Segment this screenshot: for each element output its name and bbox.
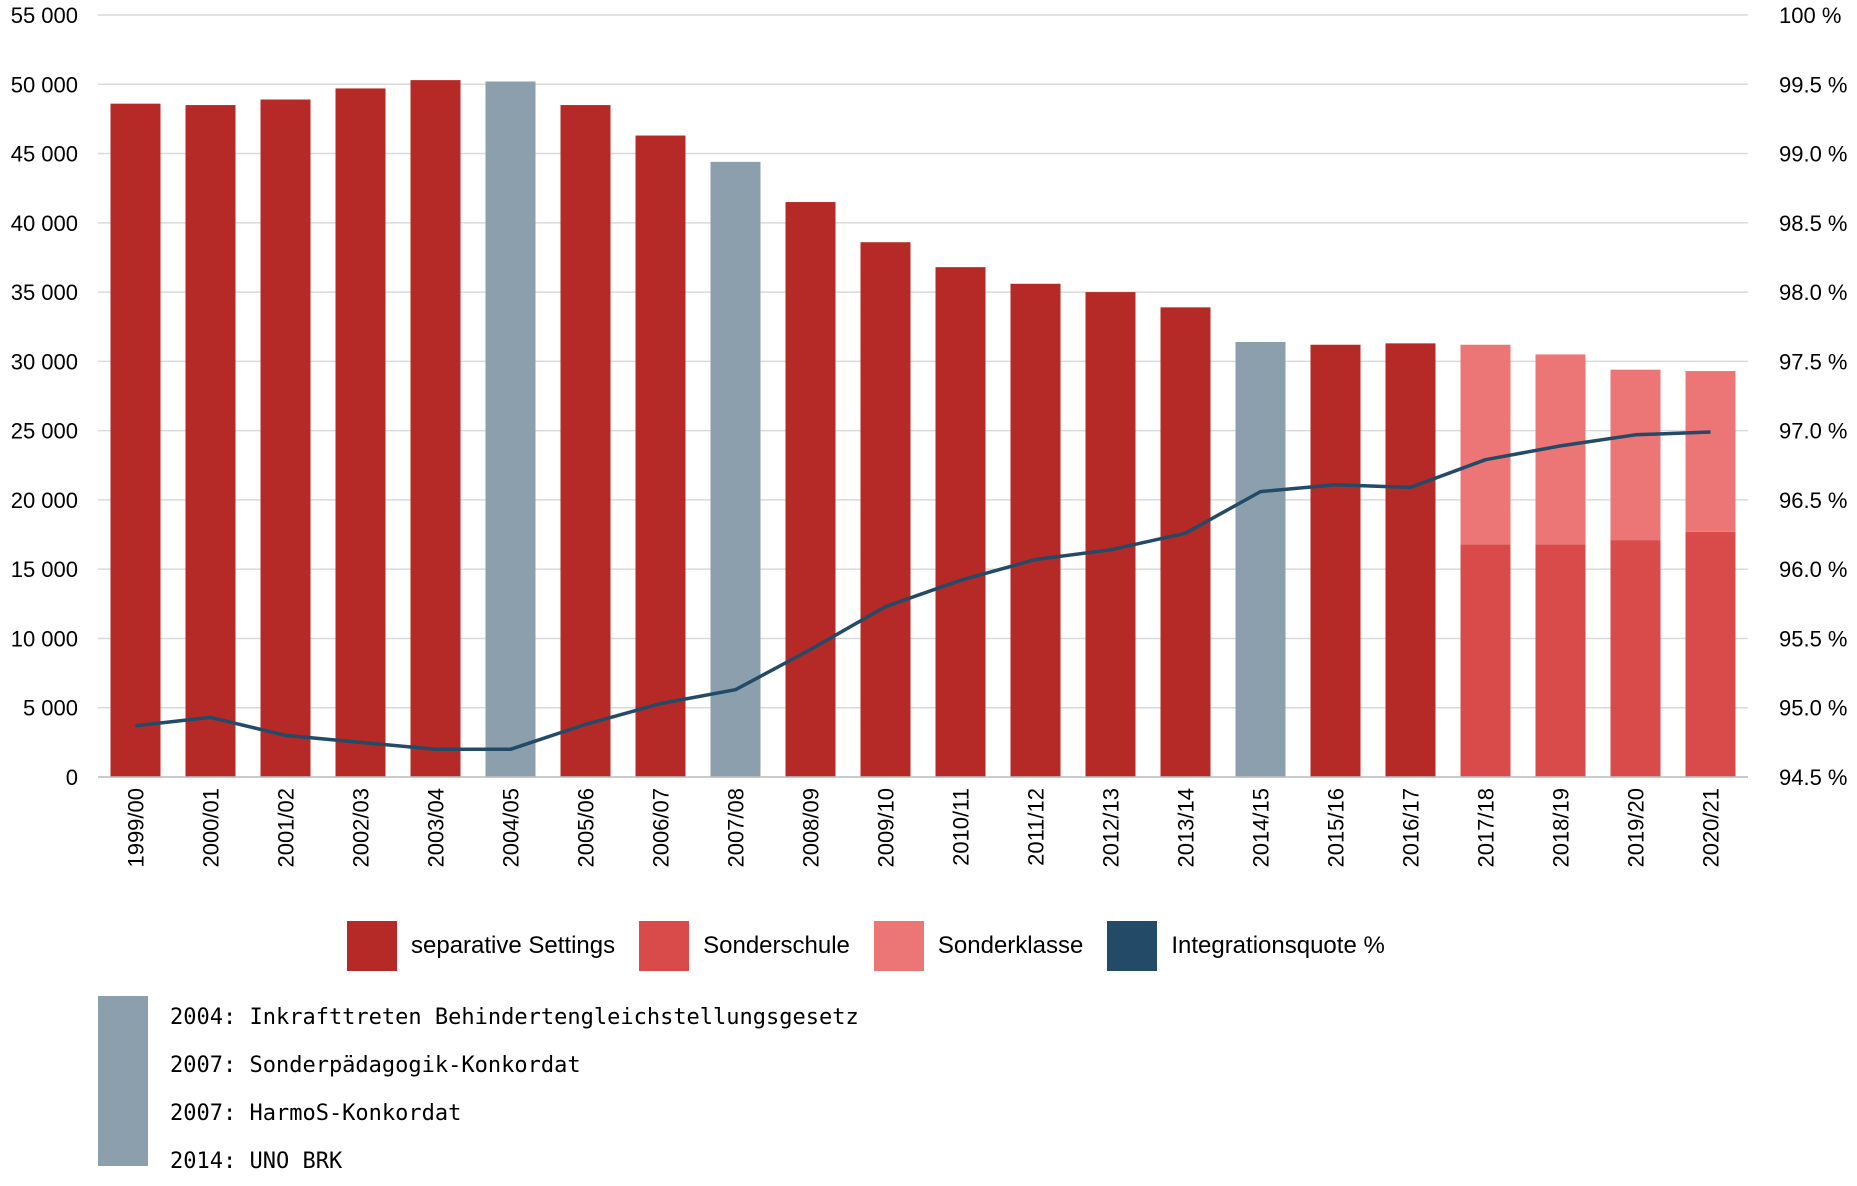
x-tick-label: 2002/03	[349, 788, 374, 868]
bar-sonderschule	[1610, 540, 1661, 777]
bar-separative	[410, 80, 461, 778]
y-right-tick-label: 99.5 %	[1779, 72, 1848, 97]
milestone-notes: 2004: Inkrafttreten Behindertengleichste…	[98, 996, 898, 1174]
y-left-tick-label: 45 000	[11, 142, 78, 167]
y-axis-right: 94.5 % 95.0 % 95.5 % 96.0 % 96.5 % 97.0 % 97.5…	[1779, 3, 1848, 790]
x-tick-label: 2013/14	[1174, 788, 1199, 868]
bar-sonderschule	[1460, 544, 1511, 777]
bars	[110, 80, 1736, 778]
x-tick-label: 2005/06	[574, 788, 599, 868]
bar-separative	[1085, 292, 1136, 777]
x-tick-label: 2004/05	[499, 788, 524, 868]
y-left-tick-label: 10 000	[11, 626, 78, 651]
x-tick-label: 2018/19	[1549, 788, 1574, 868]
integrationsquote-line	[135, 430, 1711, 752]
x-tick-label: 2010/11	[949, 788, 974, 866]
y-right-tick-label: 98.5 %	[1779, 211, 1848, 236]
milestone-note: 2014: UNO BRK	[170, 1149, 343, 1174]
bar-sonderklasse	[1610, 369, 1661, 541]
y-left-tick-label: 55 000	[11, 3, 78, 28]
y-left-tick-label: 20 000	[11, 488, 78, 513]
x-tick-label: 2008/09	[799, 788, 824, 868]
bar-sonderklasse	[1460, 344, 1511, 545]
legend: separative Settings Sonderschule Sonderk…	[347, 921, 1409, 971]
y-right-tick-label: 97.5 %	[1779, 349, 1848, 374]
bar-separative	[1385, 343, 1436, 777]
y-right-tick-label: 97.0 %	[1779, 419, 1848, 444]
x-tick-label: 2012/13	[1099, 788, 1124, 868]
y-right-tick-label: 95.5 %	[1779, 626, 1848, 651]
legend-label-sonderklasse: Sonderklasse	[937, 932, 1084, 959]
x-tick-label: 2007/08	[724, 788, 749, 868]
x-tick-label: 2011/12	[1024, 788, 1049, 866]
legend-item-sonderschule: Sonderschule	[639, 921, 850, 971]
x-tick-label: 2019/20	[1624, 788, 1649, 868]
x-axis: 1999/00 2000/01 2001/02 2002/03 2003/04 2004/…	[98, 776, 1748, 868]
y-right-tick-label: 94.5 %	[1779, 765, 1848, 790]
bar-separative	[635, 135, 686, 777]
legend-label-integrationsquote: Integrationsquote %	[1171, 932, 1385, 959]
bar-separative	[560, 105, 611, 777]
legend-item-separative: separative Settings	[347, 921, 615, 971]
y-left-tick-label: 35 000	[11, 280, 78, 305]
x-tick-label: 2017/18	[1474, 788, 1499, 868]
bar-separative	[1160, 307, 1211, 777]
milestone-note: 2004: Inkrafttreten Behindertengleichste…	[170, 1005, 859, 1030]
y-right-tick-label: 98.0 %	[1779, 280, 1848, 305]
milestone-note: 2007: Sonderpädagogik-Konkordat	[170, 1053, 581, 1078]
bar-sonderschule	[1685, 531, 1736, 777]
bar-separative	[785, 202, 836, 777]
bar-separative	[185, 105, 236, 777]
integration-line	[135, 430, 1711, 752]
legend-item-integrationsquote: Integrationsquote %	[1107, 921, 1385, 971]
y-left-tick-label: 15 000	[11, 557, 78, 582]
x-tick-label: 2000/01	[199, 788, 224, 868]
legend-swatch-integrationsquote	[1107, 921, 1158, 971]
x-tick-label: 2020/21	[1699, 788, 1724, 868]
milestone-swatch	[98, 996, 148, 1166]
milestone-note: 2007: HarmoS-Konkordat	[170, 1101, 462, 1126]
bar-separative	[1010, 283, 1061, 777]
bar-separative	[1310, 344, 1361, 777]
y-right-tick-label: 95.0 %	[1779, 696, 1848, 721]
y-left-tick-label: 0	[66, 765, 78, 790]
x-tick-label: 2015/16	[1324, 788, 1349, 868]
bar-separative	[260, 99, 311, 778]
bar-sonderklasse	[1685, 371, 1736, 532]
bar-sonderschule	[1535, 544, 1586, 777]
y-left-tick-label: 40 000	[11, 211, 78, 236]
x-tick-label: 2014/15	[1249, 788, 1274, 868]
milestone-list: 2004: Inkrafttreten Behindertengleichste…	[170, 996, 859, 1186]
x-tick-label: 2006/07	[649, 788, 674, 868]
y-axis-left: 0 5 000 10 000 15 000 20 000 25 000 30 000 35 0…	[11, 3, 78, 790]
legend-label-separative: separative Settings	[411, 932, 616, 959]
legend-swatch-sonderschule	[639, 921, 690, 971]
bar-milestone	[710, 161, 761, 778]
y-right-tick-label: 100 %	[1779, 3, 1841, 28]
x-tick-label: 2009/10	[874, 788, 899, 868]
bar-separative	[110, 103, 161, 778]
x-tick-label: 2003/04	[424, 788, 449, 868]
y-right-tick-label: 99.0 %	[1779, 142, 1848, 167]
y-left-tick-label: 50 000	[11, 72, 78, 97]
x-tick-label: 2001/02	[274, 788, 299, 868]
y-left-tick-label: 30 000	[11, 349, 78, 374]
legend-swatch-separative	[347, 921, 397, 971]
bar-separative	[335, 88, 386, 778]
bar-milestone	[1235, 341, 1286, 777]
y-right-tick-label: 96.0 %	[1779, 557, 1848, 582]
x-tick-label: 2016/17	[1399, 788, 1424, 868]
y-left-tick-label: 5 000	[23, 696, 78, 721]
bar-separative	[935, 267, 986, 777]
legend-swatch-sonderklasse	[873, 921, 924, 971]
x-tick-label: 1999/00	[124, 788, 149, 868]
chart: 0 5 000 10 000 15 000 20 000 25 000 30 000 35 0…	[11, 3, 1848, 868]
bar-milestone	[485, 81, 536, 777]
y-right-tick-label: 96.5 %	[1779, 488, 1848, 513]
y-left-tick-label: 25 000	[11, 419, 78, 444]
bar-separative	[860, 242, 911, 777]
legend-label-sonderschule: Sonderschule	[703, 932, 850, 959]
legend-item-sonderklasse: Sonderklasse	[873, 921, 1084, 971]
